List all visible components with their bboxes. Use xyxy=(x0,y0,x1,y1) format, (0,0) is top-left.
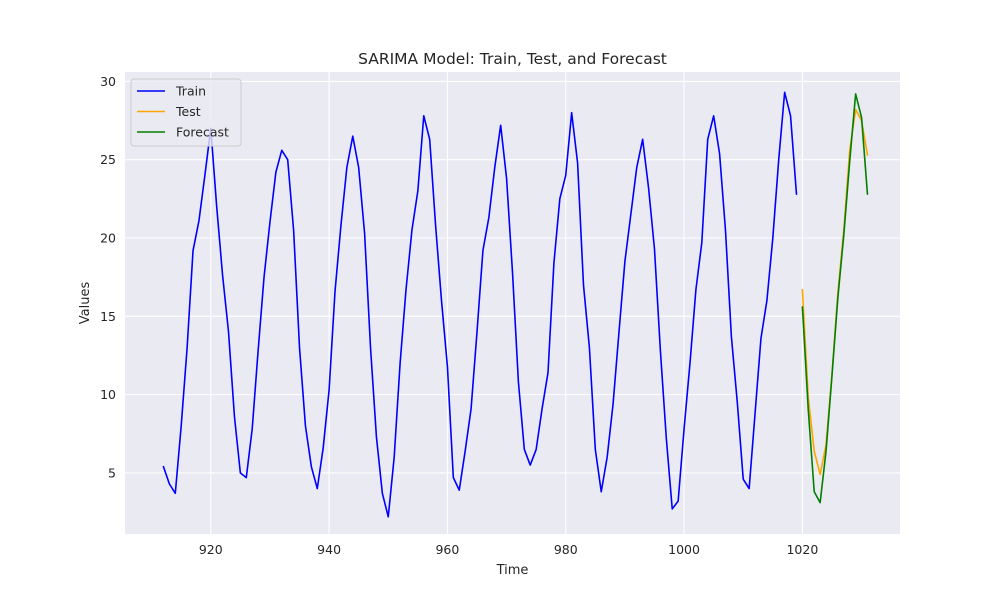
legend-box xyxy=(130,78,242,147)
y-tick-label: 20 xyxy=(100,231,116,246)
plot-area xyxy=(125,72,900,534)
y-tick-label: 30 xyxy=(100,74,116,89)
legend-label-forecast: Forecast xyxy=(176,125,229,140)
x-tick-label: 960 xyxy=(435,542,459,557)
y-axis-label: Values xyxy=(78,282,93,325)
x-tick-label: 1000 xyxy=(668,542,700,557)
y-tick-label: 15 xyxy=(100,309,116,324)
x-tick-label: 940 xyxy=(317,542,341,557)
legend-label-test: Test xyxy=(175,104,201,119)
x-tick-label: 920 xyxy=(199,542,223,557)
chart-title: SARIMA Model: Train, Test, and Forecast xyxy=(358,50,667,68)
x-tick-label: 980 xyxy=(554,542,578,557)
x-tick-label: 1020 xyxy=(786,542,818,557)
series-line-train xyxy=(162,91,798,518)
series-lines xyxy=(162,91,869,518)
series-line-forecast xyxy=(801,93,869,504)
legend: Train Test Forecast xyxy=(130,78,242,147)
y-tick-label: 25 xyxy=(100,152,116,167)
y-tick-label: 10 xyxy=(100,387,116,402)
x-axis-label: Time xyxy=(496,563,529,578)
tick-labels: 920 940 960 980 1000 1020 5 10 15 20 25 30 xyxy=(100,74,818,557)
legend-label-train: Train xyxy=(175,84,206,99)
y-tick-label: 5 xyxy=(108,465,116,480)
